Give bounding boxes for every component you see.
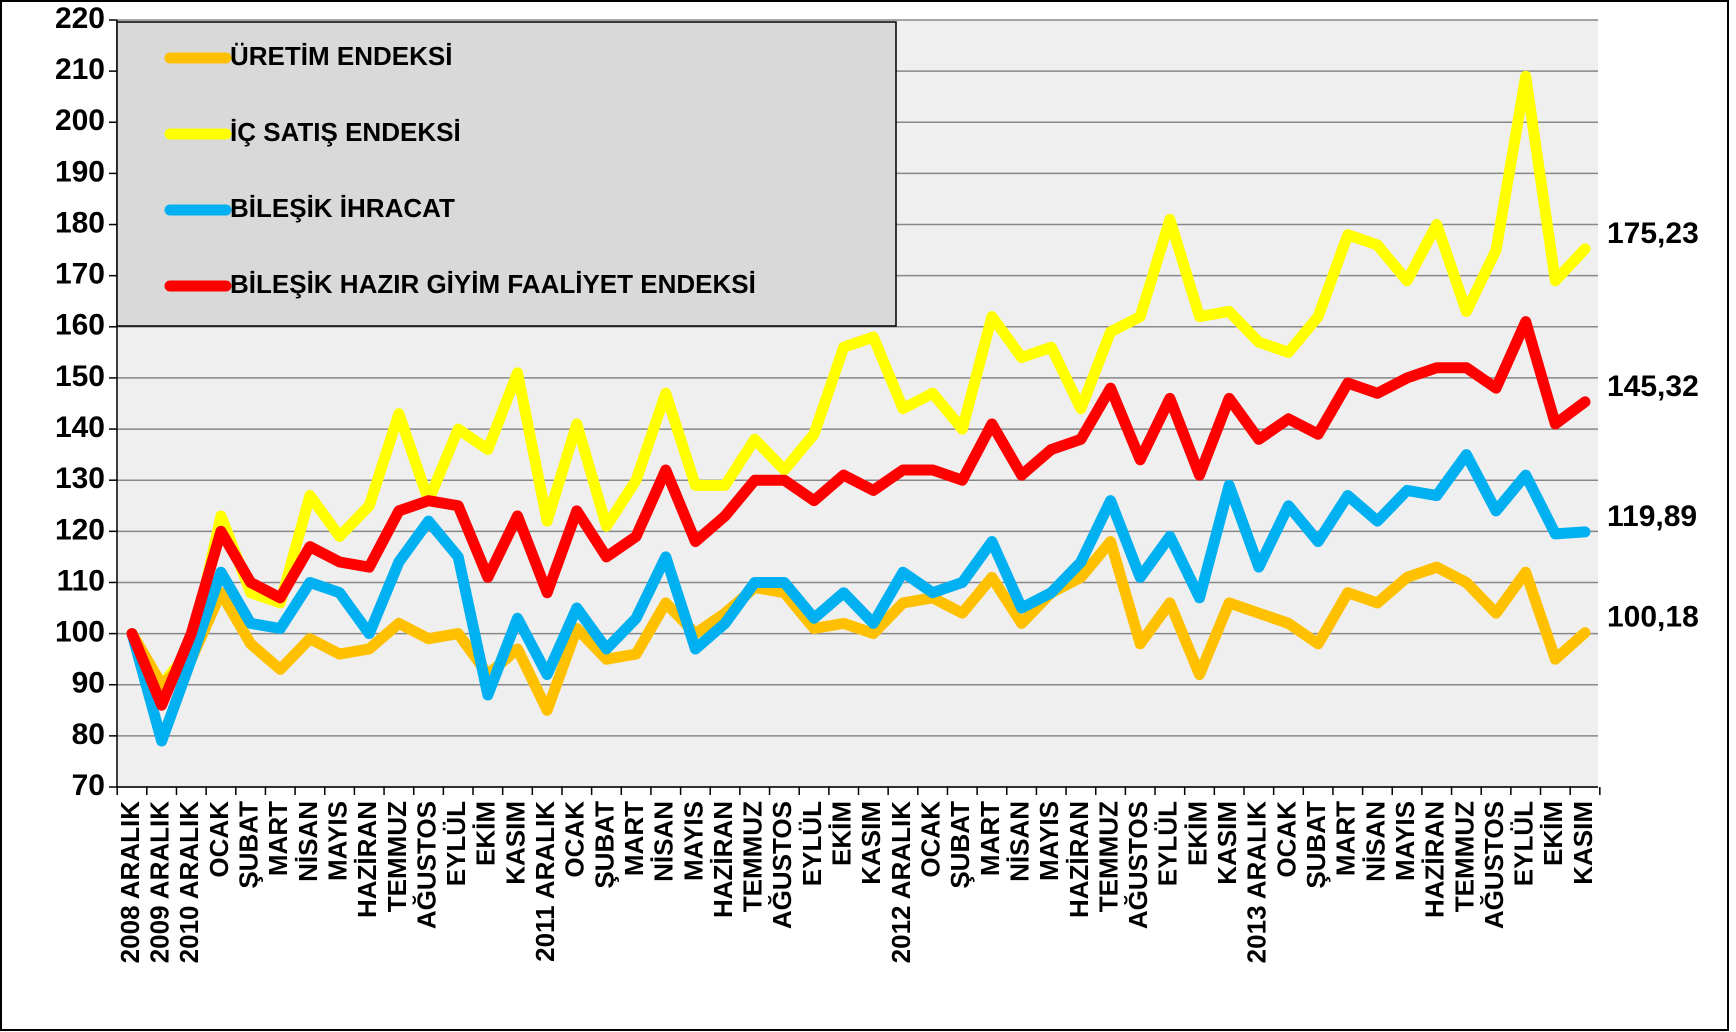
x-tick-label: OCAK: [204, 801, 234, 878]
y-tick-label: 220: [55, 2, 105, 35]
x-tick-label: EYLÜL: [441, 801, 471, 886]
legend-label: İÇ SATIŞ ENDEKSİ: [230, 117, 461, 147]
x-tick-label: 2009 ARALIK: [145, 801, 175, 964]
legend-label: BİLEŞİK HAZIR GİYİM FAALİYET ENDEKSİ: [230, 269, 756, 299]
y-tick-label: 120: [55, 513, 105, 546]
end-label: 119,89: [1607, 500, 1697, 533]
y-tick-label: 90: [72, 667, 105, 700]
x-tick-label: EKİM: [471, 801, 501, 866]
x-tick-label: HAZİRAN: [1420, 801, 1450, 918]
x-tick-label: 2008 ARALIK: [115, 801, 145, 964]
x-tick-label: KASIM: [856, 801, 886, 885]
x-tick-label: NİSAN: [1004, 801, 1034, 882]
y-tick-label: 200: [55, 104, 105, 137]
y-tick-label: 70: [72, 769, 105, 802]
x-tick-label: 2012 ARALIK: [886, 801, 916, 964]
x-tick-label: ŞUBAT: [1301, 801, 1331, 889]
x-tick-label: 2013 ARALIK: [1242, 801, 1272, 964]
x-tick-label: ŞUBAT: [589, 801, 619, 889]
x-tick-label: AĞUSTOS: [1479, 801, 1509, 929]
x-tick-label: MAYIS: [1034, 801, 1064, 881]
x-tick-label: EYLÜL: [1509, 801, 1539, 886]
x-tick-label: TEMMUZ: [738, 801, 768, 912]
x-tick-label: EYLÜL: [797, 801, 827, 886]
end-label: 175,23: [1607, 217, 1699, 250]
x-tick-label: ŞUBAT: [233, 801, 263, 889]
x-tick-label: TEMMUZ: [382, 801, 412, 912]
x-tick-label: AĞUSTOS: [1123, 801, 1153, 929]
y-tick-label: 130: [55, 462, 105, 495]
x-tick-label: MART: [1331, 801, 1361, 876]
x-tick-label: TEMMUZ: [1093, 801, 1123, 912]
y-tick-label: 110: [57, 564, 105, 597]
x-tick-label: KASIM: [1212, 801, 1242, 885]
x-tick-label: KASIM: [1568, 801, 1598, 885]
y-tick-label: 80: [72, 718, 105, 751]
legend-box: [116, 21, 897, 327]
x-tick-label: HAZİRAN: [708, 801, 738, 918]
x-tick-label: KASIM: [500, 801, 530, 885]
x-tick-label: MART: [975, 801, 1005, 876]
x-tick-label: ŞUBAT: [945, 801, 975, 889]
x-tick-label: HAZİRAN: [1064, 801, 1094, 918]
series-line: [126, 316, 1591, 711]
x-tick-label: NİSAN: [649, 801, 679, 882]
x-tick-label: MART: [619, 801, 649, 876]
x-tick-label: OCAK: [560, 801, 590, 878]
x-tick-label: OCAK: [1271, 801, 1301, 878]
y-tick-label: 140: [55, 411, 105, 444]
x-tick-label: NİSAN: [293, 801, 323, 882]
y-tick-label: 180: [55, 206, 105, 239]
end-label: 100,18: [1607, 601, 1699, 634]
x-tick-label: MAYIS: [322, 801, 352, 881]
x-tick-label: 2010 ARALIK: [174, 801, 204, 964]
x-tick-label: EYLÜL: [1153, 801, 1183, 886]
x-tick-label: EKİM: [1538, 801, 1568, 866]
x-tick-label: TEMMUZ: [1449, 801, 1479, 912]
x-tick-label: EKİM: [1182, 801, 1212, 866]
x-tick-label: EKİM: [827, 801, 857, 866]
x-tick-label: MAYIS: [1390, 801, 1420, 881]
y-tick-label: 150: [55, 360, 105, 393]
y-tick-label: 160: [55, 309, 105, 342]
x-tick-label: OCAK: [916, 801, 946, 878]
series-line: [126, 449, 1591, 747]
legend-label: BİLEŞİK İHRACAT: [230, 193, 455, 223]
legend-label: ÜRETİM ENDEKSİ: [230, 41, 452, 71]
y-tick-label: 170: [55, 258, 105, 291]
x-tick-label: MART: [263, 801, 293, 876]
x-tick-label: 2011 ARALIK: [530, 801, 560, 962]
y-tick-label: 100: [55, 616, 105, 649]
x-tick-label: HAZİRAN: [352, 801, 382, 918]
x-tick-label: MAYIS: [678, 801, 708, 881]
series-line: [126, 70, 1591, 691]
y-tick-label: 190: [55, 155, 105, 188]
x-tick-label: AĞUSTOS: [767, 801, 797, 929]
y-tick-label: 210: [55, 53, 105, 86]
series-line: [126, 536, 1591, 716]
x-tick-label: AĞUSTOS: [411, 801, 441, 929]
end-label: 145,32: [1607, 370, 1699, 403]
x-tick-label: NİSAN: [1360, 801, 1390, 882]
